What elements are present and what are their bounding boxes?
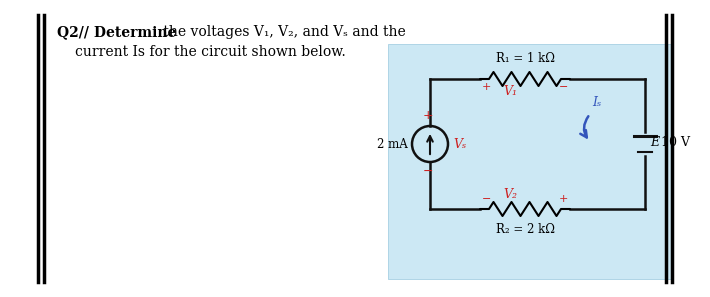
Text: R₂ = 2 kΩ: R₂ = 2 kΩ	[496, 223, 555, 236]
Text: V₁: V₁	[503, 85, 517, 98]
Text: −: −	[422, 165, 433, 178]
Text: −: −	[482, 194, 491, 204]
Text: 2 mA: 2 mA	[377, 138, 408, 151]
Text: 10 V: 10 V	[661, 135, 690, 148]
Text: +: +	[559, 194, 568, 204]
Text: +: +	[482, 82, 491, 92]
Text: R₁ = 1 kΩ: R₁ = 1 kΩ	[496, 52, 555, 65]
FancyBboxPatch shape	[388, 44, 673, 279]
Text: Iₛ: Iₛ	[592, 96, 601, 109]
Text: E: E	[650, 135, 659, 148]
Text: current Is for the circuit shown below.: current Is for the circuit shown below.	[75, 45, 346, 59]
Text: V₂: V₂	[503, 188, 517, 201]
Text: +: +	[422, 109, 433, 122]
Text: Vₛ: Vₛ	[453, 138, 466, 151]
Text: the voltages V₁, V₂, and Vₛ and the: the voltages V₁, V₂, and Vₛ and the	[159, 25, 405, 39]
Text: −: −	[559, 82, 568, 92]
Text: Q2// Determine: Q2// Determine	[57, 25, 176, 39]
